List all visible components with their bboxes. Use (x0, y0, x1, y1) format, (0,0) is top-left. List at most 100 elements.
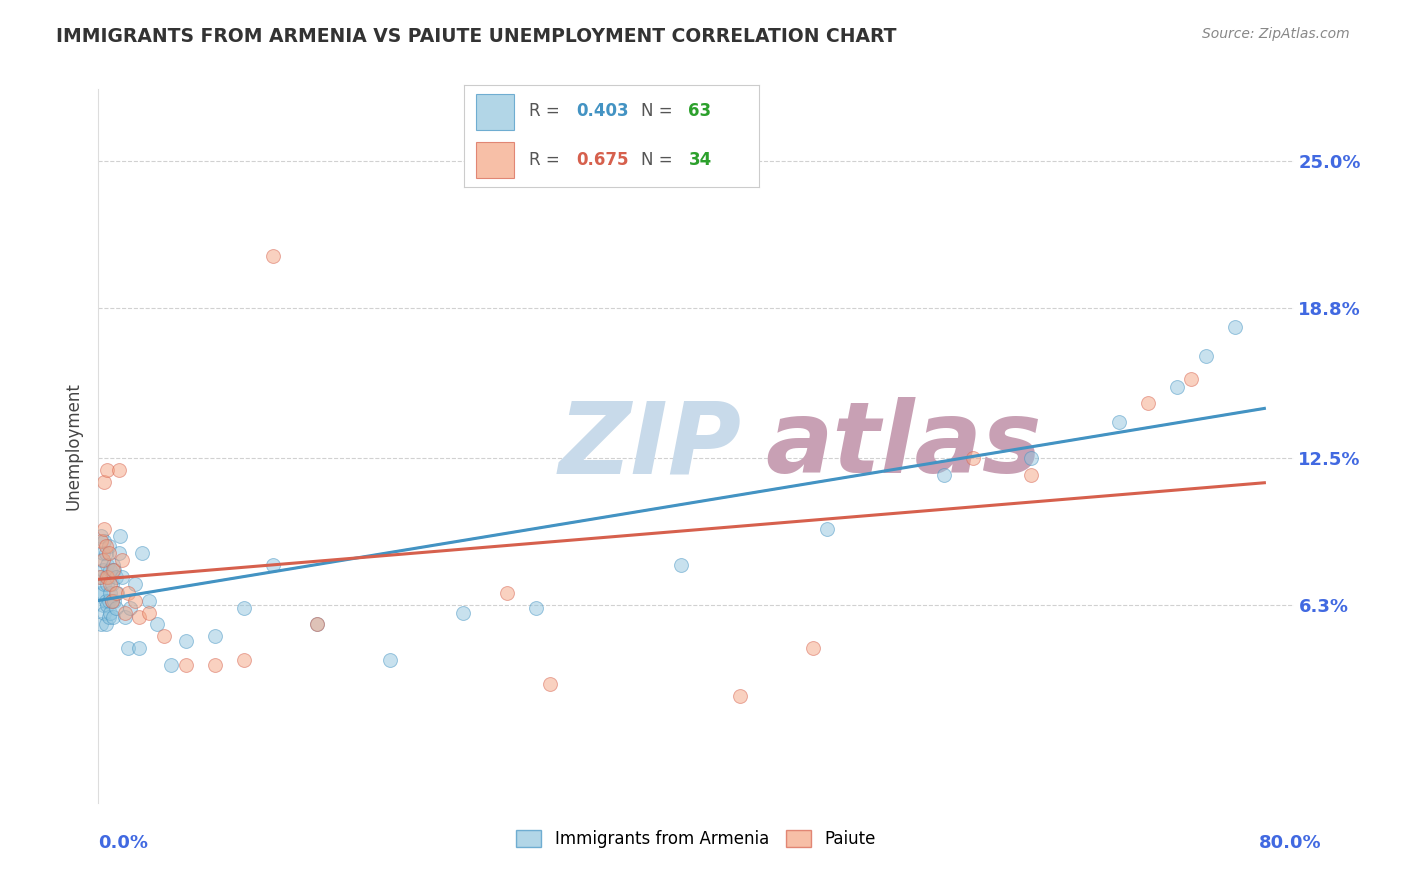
Point (101, 610, 124, 624)
Point (1166, 379, 1188, 393)
Point (1136, 396, 1159, 410)
Point (262, 558, 284, 572)
Point (96, 577, 118, 591)
Point (91, 553, 114, 567)
Point (114, 606, 136, 620)
Point (100, 593, 122, 607)
Point (98, 577, 121, 591)
Point (1225, 320, 1247, 334)
Point (233, 653, 256, 667)
Point (671, 558, 693, 572)
Point (128, 610, 150, 624)
Point (98, 606, 121, 620)
Point (104, 570, 127, 584)
Point (94, 593, 117, 607)
Point (93, 577, 115, 591)
Point (93, 475, 115, 489)
Bar (475, 142, 515, 178)
Point (101, 558, 124, 572)
Point (138, 593, 160, 607)
Point (111, 570, 134, 584)
Point (962, 450, 984, 465)
Point (91, 563, 114, 577)
Point (110, 529, 132, 543)
Text: IMMIGRANTS FROM ARMENIA VS PAIUTE UNEMPLOYMENT CORRELATION CHART: IMMIGRANTS FROM ARMENIA VS PAIUTE UNEMPL… (56, 27, 897, 45)
Point (378, 653, 401, 667)
Point (103, 593, 125, 607)
Legend: Immigrants from Armenia, Paiute: Immigrants from Armenia, Paiute (510, 823, 882, 855)
Point (538, 677, 561, 691)
Text: ZIP: ZIP (558, 398, 741, 494)
Point (90, 534, 112, 549)
Point (96, 570, 118, 584)
Point (1108, 415, 1130, 429)
Point (124, 593, 146, 607)
Text: R =: R = (529, 103, 565, 120)
Point (89, 570, 111, 584)
Point (1195, 349, 1218, 363)
Point (932, 467, 955, 482)
Point (815, 522, 838, 536)
Point (124, 577, 146, 591)
Point (91, 586, 114, 600)
Point (1180, 372, 1202, 386)
Point (305, 617, 328, 632)
Point (108, 546, 131, 560)
Point (101, 563, 124, 577)
Point (495, 586, 517, 600)
Point (94, 570, 117, 584)
Point (93, 534, 115, 549)
Text: Source: ZipAtlas.com: Source: ZipAtlas.com (1202, 27, 1350, 41)
Point (100, 593, 122, 607)
Point (108, 463, 131, 477)
Point (96, 599, 118, 613)
Point (93, 606, 115, 620)
Point (97, 610, 120, 624)
Text: 63: 63 (689, 103, 711, 120)
Text: 0.403: 0.403 (576, 103, 628, 120)
Point (131, 546, 153, 560)
Point (105, 586, 128, 600)
Point (90, 529, 112, 543)
Bar (475, 94, 515, 130)
Point (138, 606, 160, 620)
Point (104, 600, 127, 615)
Point (233, 600, 256, 615)
Point (174, 634, 197, 648)
Point (120, 600, 142, 615)
Point (98, 563, 121, 577)
Point (91, 599, 114, 613)
Point (204, 657, 226, 672)
Point (160, 657, 183, 672)
Point (111, 553, 134, 567)
Point (114, 610, 136, 624)
Point (90, 553, 112, 567)
Point (93, 522, 115, 536)
Point (305, 617, 328, 632)
Point (90, 617, 112, 632)
Point (728, 689, 751, 703)
Point (96, 558, 118, 572)
Text: 34: 34 (689, 151, 711, 169)
Text: N =: N = (641, 151, 678, 169)
Text: N =: N = (641, 103, 678, 120)
Point (94, 539, 117, 553)
Point (103, 563, 125, 577)
Point (97, 539, 120, 553)
Point (1019, 467, 1042, 482)
Point (128, 641, 150, 656)
Text: 80.0%: 80.0% (1258, 834, 1322, 852)
Point (97, 546, 120, 560)
Point (145, 617, 167, 632)
Point (89, 586, 111, 600)
Text: 0.675: 0.675 (576, 151, 628, 169)
Point (89, 570, 111, 584)
Point (97, 593, 120, 607)
Point (96, 463, 118, 477)
Point (91, 546, 114, 560)
Text: 0.0%: 0.0% (98, 834, 149, 852)
Point (204, 629, 226, 643)
Point (117, 586, 139, 600)
Point (117, 641, 139, 656)
Point (100, 577, 122, 591)
